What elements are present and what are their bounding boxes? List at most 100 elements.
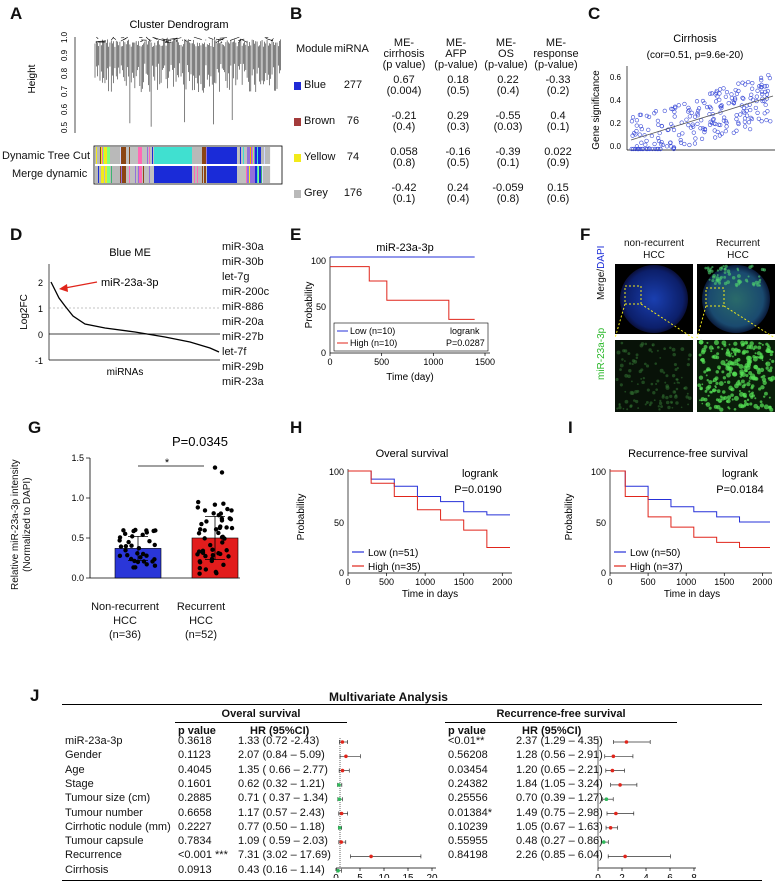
c-point — [723, 119, 729, 124]
b-pvalue: (0.3) — [446, 121, 470, 133]
x-tick: 1500 — [454, 577, 474, 587]
j-rfs-pvalue: 0.24382 — [448, 777, 488, 790]
c-point — [634, 128, 639, 134]
c-point — [731, 130, 736, 135]
j-rfs-hr: 0.48 (0.27 – 0.86) — [516, 835, 603, 848]
i-ytick: 50 — [596, 518, 606, 528]
c-point — [754, 94, 759, 99]
c-point — [724, 124, 729, 129]
h-legend-high: High (n=35) — [368, 562, 421, 573]
b-pvalue: (0.8) — [392, 157, 416, 169]
g-dot — [203, 553, 208, 559]
c-point — [707, 91, 713, 96]
b-pvalue: (0.03) — [493, 121, 523, 133]
g-ylabel: Relative miR-23a-3p intensity (Normalize… — [10, 459, 34, 590]
j-os-hr: 1.09 ( 0.59 – 2.03) — [238, 835, 328, 848]
g-dot — [197, 559, 202, 564]
c-point — [743, 124, 748, 129]
d-arrow-label: miR-23a-3p — [101, 277, 158, 289]
g-dot — [122, 531, 128, 537]
b-value-cell: -0.21 (0.4) — [382, 111, 426, 133]
j-os-hr: 1.35 ( 0.66 – 2.77) — [238, 763, 328, 776]
c-point — [717, 133, 722, 138]
a-ytick: 1.0 — [60, 31, 69, 43]
j-row-label: Tumour number — [65, 806, 143, 819]
d-mirna-item: miR-27b — [222, 331, 264, 343]
e-xlabel: Time (day) — [386, 372, 433, 383]
j-hr-point — [604, 797, 609, 801]
g-dot — [229, 508, 234, 513]
b-module-swatch — [294, 82, 301, 90]
d-ytick: 1 — [38, 304, 43, 314]
b-pvalue: (0.6) — [546, 193, 570, 205]
g-dot — [153, 528, 158, 533]
c-point — [744, 108, 749, 113]
g-dot — [121, 528, 126, 533]
j-os-title: Overal survival — [221, 708, 301, 720]
c-point — [671, 145, 677, 150]
x-tick: 500 — [379, 577, 394, 587]
j-hr-point — [340, 768, 345, 773]
d-mirna-item: miR-20a — [222, 316, 264, 328]
c-point — [734, 116, 739, 122]
panel-label-c: C — [588, 4, 601, 23]
c-point — [629, 146, 634, 152]
a-ytick: 0.6 — [60, 103, 69, 115]
h-ytick: 50 — [334, 518, 344, 528]
j-hr-point — [624, 740, 629, 744]
c-point — [713, 121, 718, 127]
b-pvalue: (0.4) — [446, 193, 470, 205]
b-correlation: -0.33 — [545, 74, 571, 86]
d-mirna-item: miR-23a — [222, 376, 264, 388]
j-hr-point — [610, 768, 615, 773]
panel-a-dendrogram: Cluster Dendrogram Height 0.5 0.6 0.7 0.… — [27, 19, 283, 185]
c-point — [731, 100, 737, 105]
c-point — [634, 118, 639, 123]
c-point — [713, 135, 718, 140]
x-tick: 500 — [374, 357, 389, 367]
g-dot — [197, 527, 203, 532]
panel-e-km: miR-23a-3p Probability 0 50 100 0 500 1000… — [304, 242, 495, 383]
c-point — [669, 144, 674, 149]
c-point — [750, 97, 756, 102]
h-stat: logrank — [462, 468, 499, 480]
b-pvalue: (0.8) — [496, 193, 520, 205]
b-correlation: -0.55 — [495, 110, 521, 122]
b-mirna-count: 176 — [343, 187, 363, 199]
x-tick: 0 — [327, 357, 332, 367]
g-dot — [195, 505, 201, 510]
g-dot — [216, 530, 221, 536]
c-subtitle: (cor=0.51, p=9.6e-20) — [647, 50, 744, 61]
h-xlabel: Time in days — [402, 589, 458, 600]
c-point — [765, 109, 770, 114]
g-dot — [213, 527, 219, 532]
j-os-col-hr: HR (95%CI) — [250, 725, 310, 737]
c-point — [641, 146, 646, 152]
c-point — [691, 124, 696, 129]
c-point — [668, 140, 673, 145]
j-os-hr: 0.77 (0.50 – 1.18) — [238, 820, 325, 833]
j-xtick: 15 — [402, 873, 414, 878]
c-point — [672, 114, 677, 119]
j-os-hr: 1.33 (0.72 -2.43) — [238, 735, 320, 747]
b-pvalue: (0.1) — [392, 193, 416, 205]
b-header-os: ME- OS (p-value) — [484, 37, 528, 71]
g-dot — [197, 565, 203, 571]
c-point — [656, 122, 661, 127]
x-tick: 2000 — [492, 577, 512, 587]
c-point — [695, 121, 700, 126]
c-point — [733, 97, 738, 102]
h-ytick: 100 — [329, 467, 344, 477]
c-point — [646, 114, 652, 120]
c-point — [741, 109, 746, 114]
b-correlation: -0.059 — [492, 182, 524, 194]
c-point — [734, 113, 739, 118]
g-ytick: 1.0 — [71, 493, 84, 503]
j-xtick: 20 — [426, 873, 438, 878]
c-point — [686, 123, 691, 128]
g-dot — [219, 516, 225, 521]
c-ytick: 0.6 — [610, 73, 622, 82]
c-point — [762, 111, 767, 116]
c-point — [634, 123, 639, 128]
g-dot — [219, 535, 225, 540]
